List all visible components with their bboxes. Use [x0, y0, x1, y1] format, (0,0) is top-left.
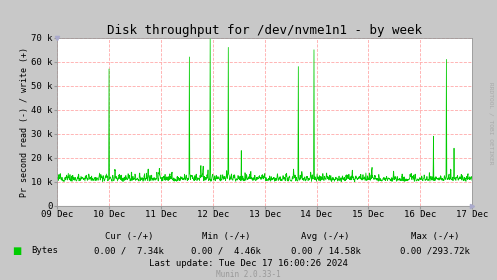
- Text: Min (-/+): Min (-/+): [202, 232, 250, 241]
- Y-axis label: Pr second read (-) / write (+): Pr second read (-) / write (+): [20, 47, 29, 197]
- Text: Bytes: Bytes: [31, 246, 58, 255]
- Text: Last update: Tue Dec 17 16:00:26 2024: Last update: Tue Dec 17 16:00:26 2024: [149, 259, 348, 268]
- Title: Disk throughput for /dev/nvme1n1 - by week: Disk throughput for /dev/nvme1n1 - by we…: [107, 24, 422, 37]
- Text: 0.00 / 14.58k: 0.00 / 14.58k: [291, 246, 360, 255]
- Text: 0.00 /293.72k: 0.00 /293.72k: [400, 246, 470, 255]
- Text: Max (-/+): Max (-/+): [411, 232, 459, 241]
- Text: 0.00 /  7.34k: 0.00 / 7.34k: [94, 246, 164, 255]
- Text: Cur (-/+): Cur (-/+): [105, 232, 154, 241]
- Text: Avg (-/+): Avg (-/+): [301, 232, 350, 241]
- Text: Munin 2.0.33-1: Munin 2.0.33-1: [216, 270, 281, 279]
- Text: ■: ■: [12, 246, 22, 256]
- Text: 0.00 /  4.46k: 0.00 / 4.46k: [191, 246, 261, 255]
- Text: RRDTOOL / TOBI OETIKER: RRDTOOL / TOBI OETIKER: [488, 82, 493, 164]
